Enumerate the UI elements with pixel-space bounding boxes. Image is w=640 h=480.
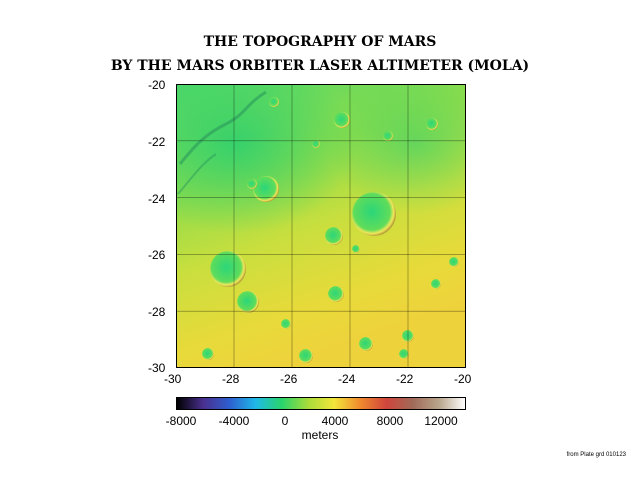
colorbar-units: meters [301,428,339,442]
y-tick-label: -30 [148,361,166,375]
lowland-region-east [326,84,466,214]
x-tick-label: -30 [164,372,182,386]
crater [431,279,441,289]
lowland-region [176,84,356,234]
y-tick-label: -28 [148,305,166,319]
crater [202,348,214,360]
x-tick-label: -22 [396,372,414,386]
crater [299,349,313,363]
crater [281,319,291,329]
crater [210,251,246,287]
colorbar-tick-label: 4000 [321,414,349,428]
colorbar-tick-label: 0 [281,414,289,428]
crater [334,112,350,128]
crater [328,286,344,302]
channel [177,153,217,195]
crater [352,192,396,236]
map-title-line-2: BY THE MARS ORBITER LASER ALTIMETER (MOL… [110,58,530,74]
crater [359,337,373,351]
crater [312,140,320,148]
map-title-line-1: THE TOPOGRAPHY OF MARS [203,34,437,50]
crater [352,245,360,253]
colorbar-tick-label: 12000 [424,414,458,428]
crater [325,227,343,245]
channel [178,90,267,165]
crater [426,118,438,130]
crater [253,176,279,202]
topography-map-svg [176,84,466,368]
map-grid [176,84,466,368]
craters [202,97,459,363]
y-tick-label: -22 [148,135,166,149]
y-tick-label: -24 [148,192,166,206]
map-frame [176,84,466,368]
crater [383,131,393,141]
y-tick-label: -26 [148,248,166,262]
crater [247,179,257,189]
y-tick-label: -20 [148,78,166,92]
crater [399,349,409,359]
crater [449,257,459,267]
x-tick-label: -26 [280,372,298,386]
crater [237,291,259,313]
topography-map [176,84,466,368]
crater [269,97,279,107]
x-tick-label: -28 [222,372,240,386]
elevation-colorbar [176,397,466,410]
colorbar-tick-label: -4000 [218,414,250,428]
x-tick-label: -24 [338,372,356,386]
x-tick-label: -20 [454,372,472,386]
source-note: from Plate grd 010123 [566,452,626,458]
colorbar-tick-label: -8000 [165,414,197,428]
colorbar-tick-label: 8000 [376,414,404,428]
